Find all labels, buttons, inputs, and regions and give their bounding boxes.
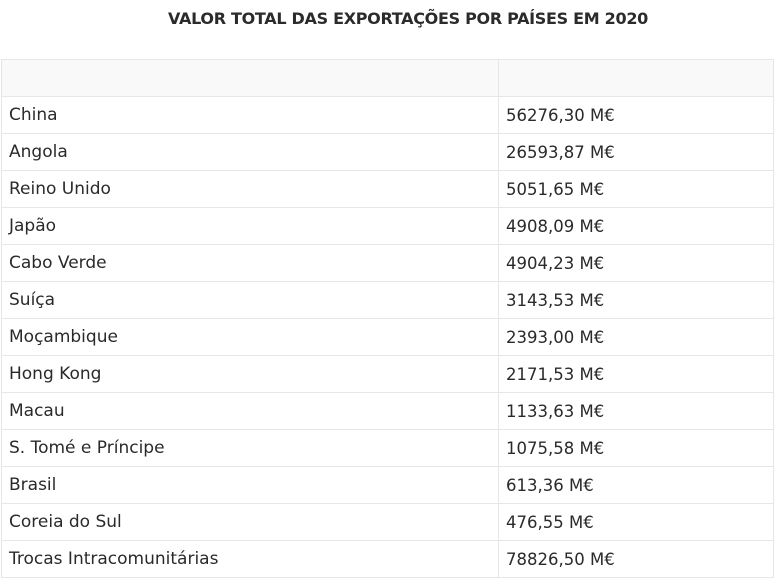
value-cell: 476,55 M€ <box>498 503 774 541</box>
table-row: Coreia do Sul 476,55 M€ <box>1 503 774 541</box>
page-title: VALOR TOTAL DAS EXPORTAÇÕES POR PAÍSES E… <box>167 9 649 28</box>
country-cell: Brasil <box>1 466 499 504</box>
table-row: Moçambique 2393,00 M€ <box>1 318 774 356</box>
country-cell: Coreia do Sul <box>1 503 499 541</box>
country-cell: Hong Kong <box>1 355 499 393</box>
value-cell: 3143,53 M€ <box>498 281 774 319</box>
table-row: Angola 26593,87 M€ <box>1 133 774 171</box>
table-row: Reino Unido 5051,65 M€ <box>1 170 774 208</box>
table-row: Brasil 613,36 M€ <box>1 466 774 504</box>
table-row: S. Tomé e Príncipe 1075,58 M€ <box>1 429 774 467</box>
value-cell: 2171,53 M€ <box>498 355 774 393</box>
value-cell: 1133,63 M€ <box>498 392 774 430</box>
table-row: Macau 1133,63 M€ <box>1 392 774 430</box>
country-cell: S. Tomé e Príncipe <box>1 429 499 467</box>
value-cell: 613,36 M€ <box>498 466 774 504</box>
value-cell: 56276,30 M€ <box>498 96 774 134</box>
country-cell: Cabo Verde <box>1 244 499 282</box>
value-cell: 78826,50 M€ <box>498 540 774 578</box>
table-row: Cabo Verde 4904,23 M€ <box>1 244 774 282</box>
country-cell: Trocas Intracomunitárias <box>1 540 499 578</box>
exports-table: China 56276,30 M€ Angola 26593,87 M€ Rei… <box>1 59 774 578</box>
table-row: Hong Kong 2171,53 M€ <box>1 355 774 393</box>
table-row: Trocas Intracomunitárias 78826,50 M€ <box>1 540 774 578</box>
value-cell: 2393,00 M€ <box>498 318 774 356</box>
country-cell: Suíça <box>1 281 499 319</box>
country-cell: Angola <box>1 133 499 171</box>
country-cell: Macau <box>1 392 499 430</box>
value-cell: 1075,58 M€ <box>498 429 774 467</box>
table-header-row <box>1 59 774 97</box>
country-cell: Japão <box>1 207 499 245</box>
value-cell: 5051,65 M€ <box>498 170 774 208</box>
header-value-cell <box>498 59 774 97</box>
country-cell: China <box>1 96 499 134</box>
table-row: China 56276,30 M€ <box>1 96 774 134</box>
value-cell: 4904,23 M€ <box>498 244 774 282</box>
exports-table-container: China 56276,30 M€ Angola 26593,87 M€ Rei… <box>1 59 774 578</box>
country-cell: Reino Unido <box>1 170 499 208</box>
header-country-cell <box>1 59 499 97</box>
table-row: Suíça 3143,53 M€ <box>1 281 774 319</box>
value-cell: 26593,87 M€ <box>498 133 774 171</box>
table-row: Japão 4908,09 M€ <box>1 207 774 245</box>
value-cell: 4908,09 M€ <box>498 207 774 245</box>
country-cell: Moçambique <box>1 318 499 356</box>
